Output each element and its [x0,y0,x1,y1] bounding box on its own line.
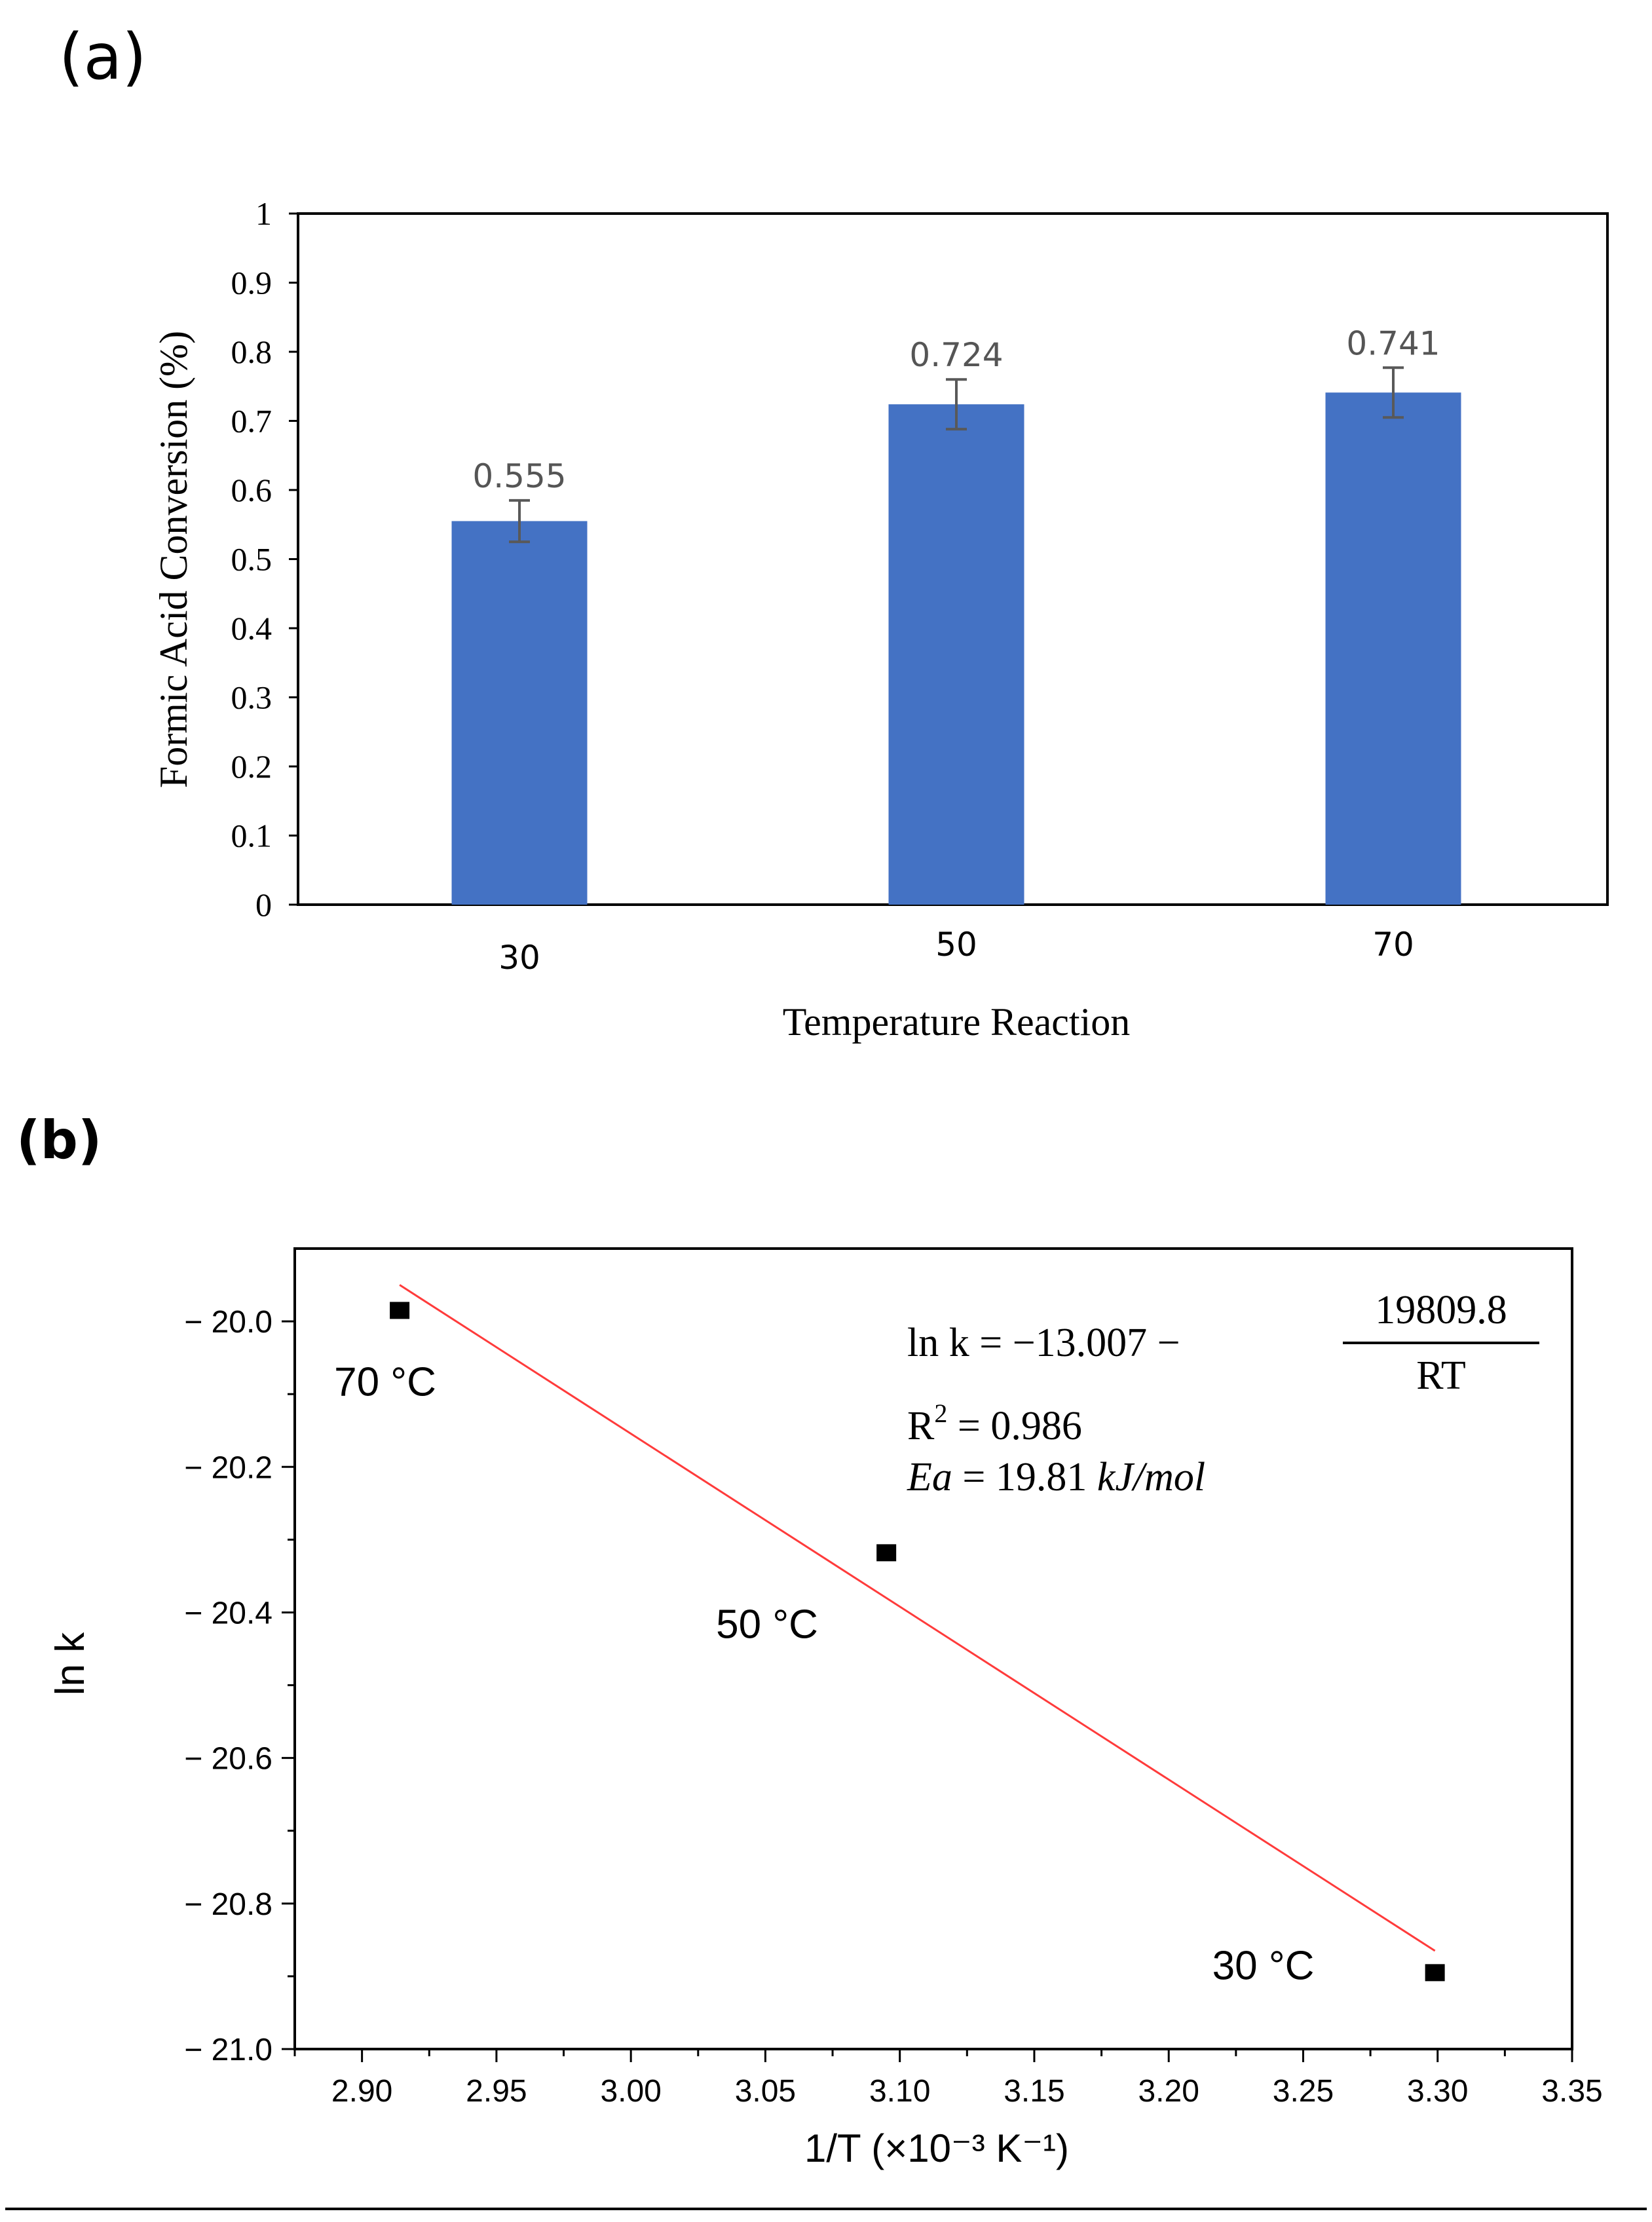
x-tick-label: 3.05 [735,2074,796,2109]
y-tick-label: − 20.8 [184,1887,272,1922]
activation-energy: Ea = 19.81 kJ/mol [907,1455,1205,1499]
y-tick-label: 0.3 [231,679,272,716]
y-tick-label: − 20.2 [184,1450,272,1485]
chart-a: 0 0.1 0.2 0.3 0.4 0.5 0.6 0.7 0.8 0.9 1 0.555 0.724… [152,195,1609,1044]
data-label: 0.724 [909,336,1003,374]
data-point [876,1544,897,1562]
data-point [1425,1964,1445,1982]
y-tick-label: 0.8 [231,333,272,370]
r2-value: = 0.986 [947,1404,1081,1448]
x-tick-label: 3.00 [600,2074,661,2109]
x-tick-label: 3.35 [1541,2074,1602,2109]
chart-a-x-axis-title: Temperature Reaction [783,1000,1131,1044]
data-label: 0.555 [472,457,566,495]
y-tick-label: 0.9 [231,265,272,301]
y-tick-label: − 20.0 [184,1305,272,1340]
bar [451,521,588,905]
panel-b-label: (b) [16,1110,102,1171]
x-tick-label: 3.10 [869,2074,930,2109]
r2-exponent: 2 [934,1399,947,1428]
y-tick-label: 0.6 [231,472,272,508]
x-tick-label: 3.20 [1138,2074,1199,2109]
bar [1325,392,1461,905]
chart-a-x-axis: 30 50 70 [498,926,1414,977]
equation-denominator: RT [1416,1353,1466,1398]
chart-b-y-axis: − 20.0 − 20.2 − 20.4 − 20.6 − 20.8 − 21.0 [184,1305,295,2067]
x-category-label: 70 [1372,926,1414,964]
point-label: 30 °C [1212,1943,1315,1988]
chart-a-y-axis: 0 0.1 0.2 0.3 0.4 0.5 0.6 0.7 0.8 0.9 1 [231,195,298,923]
chart-b-plot-frame [293,1247,1573,2050]
chart-b-y-axis-title: ln k [48,1632,93,1695]
chart-b-x-axis-title: 1/T (×10⁻³ K⁻¹) [804,2126,1069,2170]
x-tick-label: 2.95 [466,2074,527,2109]
chart-b-x-axis: 2.90 2.95 3.00 3.05 3.10 3.15 3.20 3.25 3.30 3.35 [293,2049,1603,2109]
bar [888,404,1024,905]
data-label: 0.741 [1346,324,1440,362]
y-tick-label: 0 [255,886,272,923]
equation-lhs: ln k = −13.007 − [907,1321,1180,1365]
x-category-label: 30 [498,939,540,977]
ea-symbol: Ea [907,1455,952,1499]
x-tick-label: 3.15 [1004,2074,1064,2109]
point-label: 50 °C [716,1602,818,1647]
x-category-label: 50 [935,926,977,964]
y-tick-label: 0.7 [231,403,272,440]
regression-equation: ln k = −13.007 − 19809.8 RT R2 = 0.986 E… [907,1288,1539,1499]
y-tick-label: 0.1 [231,818,272,854]
y-tick-label: 0.5 [231,541,272,578]
x-tick-label: 3.30 [1407,2074,1468,2109]
chart-a-y-axis-title: Formic Acid Conversion (%) [152,331,195,788]
r-squared: R2 = 0.986 [907,1399,1082,1448]
y-tick-label: − 20.4 [184,1596,272,1630]
panel-a-label: (a) [59,20,147,94]
x-tick-label: 3.25 [1273,2074,1334,2109]
ea-unit: kJ/mol [1097,1455,1205,1499]
fit-line [399,1284,1436,1952]
ea-value: = 19.81 [952,1455,1097,1499]
r2-prefix: R [907,1404,935,1448]
y-tick-label: − 20.6 [184,1742,272,1777]
chart-b: − 20.0 − 20.2 − 20.4 − 20.6 − 20.8 − 21.0 2.9… [48,1247,1603,2170]
point-label: 70 °C [334,1359,436,1404]
chart-a-bars: 0.555 0.724 0.741 [451,324,1461,905]
x-tick-label: 2.90 [331,2074,392,2109]
data-point [390,1302,410,1319]
equation-numerator: 19809.8 [1375,1288,1507,1332]
y-tick-label: 1 [255,195,272,232]
y-tick-label: 0.4 [231,610,272,647]
y-tick-label: 0.2 [231,748,272,785]
chart-b-points: 70 °C 50 °C 30 °C [334,1302,1445,1988]
y-tick-label: − 21.0 [184,2033,272,2067]
